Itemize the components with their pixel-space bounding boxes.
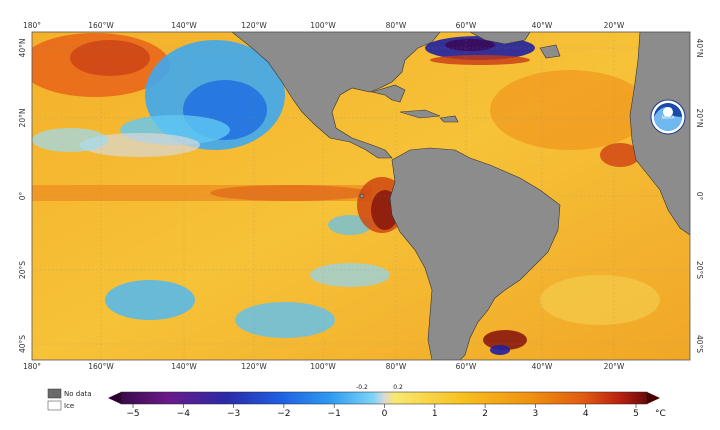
colorbar-tick-label: 5 xyxy=(633,409,639,419)
colorbar-tick-label: −1 xyxy=(328,409,341,419)
colorbar: −5 −4 −3 −2 −1 0 1 2 3 4 5 -0.2 0.2 °C xyxy=(108,384,666,419)
lat-label-left: 20°S xyxy=(18,261,27,279)
colorbar-ticks: −5 −4 −3 −2 −1 0 1 2 3 4 5 xyxy=(126,404,639,419)
colorbar-high-arrow xyxy=(647,392,660,404)
lat-label-right: 20°S xyxy=(695,261,704,279)
lon-label-bottom: 60°W xyxy=(456,362,477,371)
lon-label-bottom: 80°W xyxy=(386,362,407,371)
lat-label-right: 40°N xyxy=(695,39,704,58)
colorbar-tick-label: −5 xyxy=(126,409,139,419)
lon-label-bottom: 20°W xyxy=(604,362,625,371)
lon-label-top: 140°W xyxy=(171,21,197,30)
lat-label-left: 20°N xyxy=(18,109,27,128)
latitude-labels-left: 40°N 20°N 0° 20°S 40°S xyxy=(18,39,27,353)
ice-swatch xyxy=(47,400,62,411)
colorbar-tick-label: −4 xyxy=(177,409,191,419)
lat-label-right: 20°N xyxy=(695,109,704,128)
lon-label-bottom: 180° xyxy=(23,362,41,371)
lon-label-bottom: 100°W xyxy=(310,362,336,371)
noaa-logo: NOAA xyxy=(650,99,686,135)
lat-label-right: 0° xyxy=(695,192,704,201)
colorbar-tick-minus-0-2: -0.2 xyxy=(356,384,368,391)
lon-label-top: 100°W xyxy=(310,21,336,30)
lon-label-top: 80°W xyxy=(386,21,407,30)
lat-label-left: 40°S xyxy=(18,335,27,353)
lat-label-right: 40°S xyxy=(695,335,704,353)
colorbar-low-arrow xyxy=(108,392,121,404)
colorbar-tick-label: −2 xyxy=(277,409,290,419)
lat-label-left: 0° xyxy=(18,191,27,200)
colorbar-unit: °C xyxy=(655,409,666,419)
lon-label-top: 20°W xyxy=(604,21,625,30)
colorbar-tick-label: 4 xyxy=(583,409,589,419)
ice-label: Ice xyxy=(64,402,74,410)
lon-label-top: 120°W xyxy=(241,21,267,30)
lon-label-bottom: 120°W xyxy=(241,362,267,371)
colorbar-tick-label: −3 xyxy=(227,409,240,419)
lon-label-top: 40°W xyxy=(532,21,553,30)
longitude-labels-bottom: 180° 160°W 140°W 120°W 100°W 80°W 60°W 40°W 20°W xyxy=(23,362,625,371)
latitude-labels-right: 40°N 20°N 0° 20°S 40°S xyxy=(695,39,704,354)
lon-label-bottom: 160°W xyxy=(88,362,114,371)
lon-label-top: 60°W xyxy=(456,21,477,30)
lon-label-bottom: 40°W xyxy=(532,362,553,371)
lon-label-top: 180° xyxy=(23,21,41,30)
colorbar-tick-label: 0 xyxy=(382,409,388,419)
graticule xyxy=(32,32,690,360)
no-data-swatch xyxy=(47,388,62,399)
land-ice-legend: No data Ice xyxy=(47,388,92,411)
longitude-labels-top: 180° 160°W 140°W 120°W 100°W 80°W 60°W 40°W 20°W xyxy=(23,21,625,30)
lat-label-left: 40°N xyxy=(18,39,27,58)
lon-label-top: 160°W xyxy=(88,21,114,30)
colorbar-tick-label: 3 xyxy=(533,409,539,419)
colorbar-gradient xyxy=(120,391,648,405)
colorbar-tick-label: 1 xyxy=(432,409,438,419)
no-data-label: No data xyxy=(64,390,92,398)
land xyxy=(231,32,690,360)
lon-label-bottom: 140°W xyxy=(171,362,197,371)
colorbar-tick-plus-0-2: 0.2 xyxy=(393,384,403,391)
noaa-logo-text: NOAA xyxy=(661,115,675,121)
colorbar-tick-label: 2 xyxy=(482,409,488,419)
